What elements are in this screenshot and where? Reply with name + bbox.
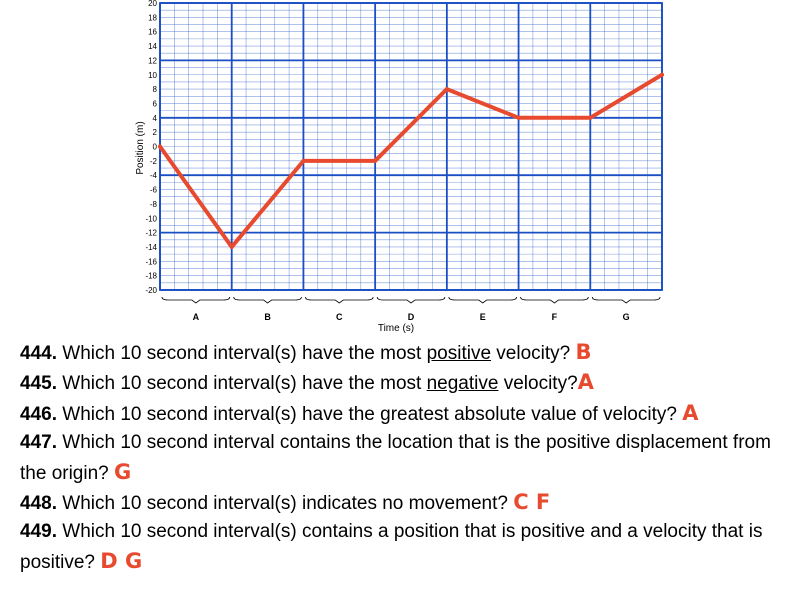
answer-text: B — [575, 340, 592, 364]
interval-brace — [233, 296, 302, 304]
data-point — [660, 72, 664, 77]
y-tick-label: -16 — [145, 257, 157, 266]
x-axis-label: Time (s) — [378, 323, 414, 334]
interval-brace — [376, 296, 446, 304]
series-line-group — [158, 72, 664, 249]
y-tick-label: -6 — [150, 186, 158, 195]
data-point — [373, 158, 378, 163]
question-number: 446. — [20, 403, 57, 425]
data-point — [516, 115, 521, 120]
interval-brace — [305, 296, 374, 304]
y-tick-label: 14 — [148, 42, 157, 51]
interval-brace — [520, 296, 589, 304]
y-tick-label: 8 — [153, 85, 158, 94]
answer-text: G — [114, 459, 132, 484]
y-tick-label: 10 — [148, 71, 157, 80]
interval-label: G — [623, 312, 630, 322]
y-tick-label: -4 — [150, 171, 158, 180]
question-text: Which 10 second interval contains the lo… — [20, 432, 771, 484]
interval-braces — [161, 296, 661, 304]
position-time-chart: 20181614121086420-2-4-6-8-10-12-14-16-18… — [135, 0, 664, 334]
question-emphasis: positive — [426, 343, 492, 364]
question-number: 444. — [20, 343, 57, 364]
interval-label: E — [480, 312, 486, 322]
question-text: Which 10 second interval(s) contains a p… — [20, 521, 763, 573]
answer-text: A — [682, 400, 699, 425]
question-448: 448. Which 10 second interval(s) indicat… — [20, 488, 790, 518]
y-tick-label: -14 — [145, 243, 157, 252]
interval-label: F — [552, 312, 558, 322]
series-line — [158, 72, 664, 249]
y-tick-label: -10 — [145, 214, 157, 223]
question-449: 449. Which 10 second interval(s) contain… — [20, 518, 790, 577]
y-tick-label: 12 — [148, 56, 157, 65]
y-tick-label: 16 — [148, 28, 157, 37]
y-tick-label: -20 — [145, 286, 157, 295]
data-point — [301, 158, 306, 163]
question-446: 446. Which 10 second interval(s) have th… — [20, 399, 790, 429]
question-number: 447. — [20, 432, 57, 454]
interval-label: C — [336, 312, 343, 322]
answer-text: D G — [100, 548, 143, 573]
interval-brace — [161, 296, 231, 304]
interval-label: B — [264, 312, 271, 322]
question-text-end: velocity? — [491, 343, 576, 364]
question-number: 445. — [20, 373, 57, 395]
y-tick-label: -18 — [145, 272, 157, 281]
question-list: 444. Which 10 second interval(s) have th… — [20, 338, 790, 577]
data-point — [229, 244, 234, 249]
y-axis-label: Position (m) — [135, 121, 146, 174]
y-tick-label: 0 — [153, 143, 158, 152]
question-number: 449. — [20, 521, 57, 543]
y-tick-label: -8 — [150, 200, 158, 209]
data-point — [588, 115, 593, 120]
question-text: Which 10 second interval(s) have the mos… — [62, 343, 427, 364]
question-text: Which 10 second interval(s) have the gre… — [62, 403, 683, 425]
y-tick-label: 18 — [148, 13, 157, 22]
interval-brace — [591, 296, 661, 304]
y-tick-label: 4 — [153, 114, 158, 123]
question-445: 445. Which 10 second interval(s) have th… — [20, 368, 790, 398]
interval-labels: A B C D E F G — [193, 312, 630, 322]
question-447: 447. Which 10 second interval contains t… — [20, 429, 790, 488]
answer-text: C F — [513, 490, 551, 515]
data-point — [158, 144, 162, 149]
question-emphasis: negative — [426, 373, 499, 395]
question-text: Which 10 second interval(s) indicates no… — [62, 493, 514, 515]
minor-grid — [159, 2, 663, 291]
question-number: 448. — [20, 493, 57, 515]
question-text-end: velocity? — [498, 373, 578, 395]
interval-brace — [448, 296, 517, 304]
y-tick-labels: 20181614121086420-2-4-6-8-10-12-14-16-18… — [145, 0, 157, 295]
interval-label: A — [193, 312, 200, 322]
y-tick-label: 2 — [153, 128, 158, 137]
data-point — [444, 87, 449, 92]
y-tick-label: -12 — [145, 229, 157, 238]
y-tick-label: 6 — [153, 99, 158, 108]
interval-label: D — [408, 312, 415, 322]
question-text: Which 10 second interval(s) have the mos… — [62, 373, 427, 395]
y-tick-label: -2 — [150, 157, 158, 166]
question-444: 444. Which 10 second interval(s) have th… — [20, 338, 790, 368]
y-tick-label: 20 — [148, 0, 157, 8]
answer-text: A — [577, 370, 594, 395]
